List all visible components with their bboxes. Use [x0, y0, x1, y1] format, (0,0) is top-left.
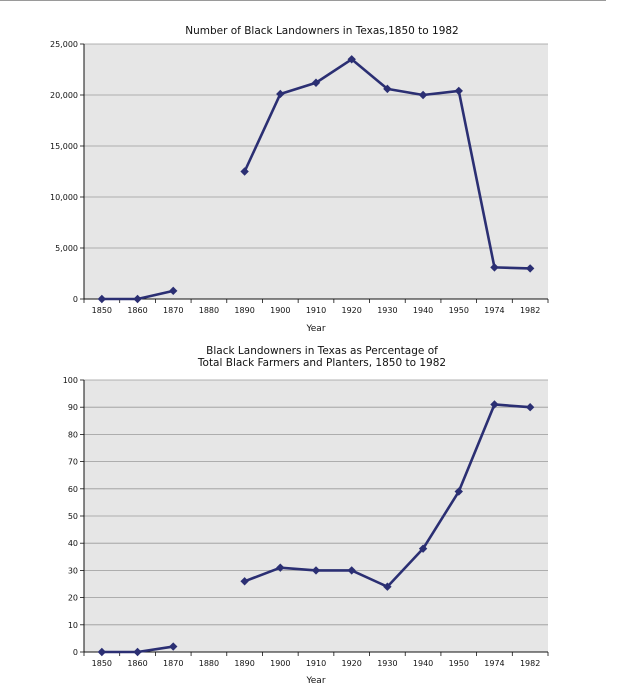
- chart-1-y-tick-label: 15,000: [50, 142, 78, 151]
- chart-1-point-1982: [525, 264, 535, 273]
- chart-2-x-tick-label: 1974: [484, 659, 504, 668]
- chart-1-y-tick-label: 10,000: [50, 193, 78, 202]
- chart-2-y-tick-label: 100: [63, 376, 78, 385]
- top-rule: [0, 0, 606, 1]
- chart-1-x-tick-label: 1982: [520, 306, 540, 315]
- chart-2-point-1870: [169, 642, 178, 651]
- chart-1-x-tick-label: 1870: [163, 306, 183, 315]
- chart-2-y-tick-label: 80: [68, 430, 78, 439]
- chart-1-x-tick-label: 1950: [449, 306, 469, 315]
- chart-2-y-tick-label: 40: [68, 539, 78, 548]
- chart-1-x-tick-label: 1850: [92, 306, 112, 315]
- chart-1-x-tick-label: 1910: [306, 306, 326, 315]
- chart-2-x-tick-label: 1900: [270, 659, 290, 668]
- chart-1-point-1930: [383, 84, 392, 94]
- chart-2-title-line-2: Total Black Farmers and Planters, 1850 t…: [197, 357, 446, 369]
- chart-2-x-tick-label: 1950: [449, 659, 469, 668]
- chart-1-point-1940: [418, 90, 428, 100]
- chart-2-point-1974: [490, 400, 499, 409]
- chart-2-x-tick-label: 1870: [163, 659, 183, 668]
- chart-1-point-1850: [97, 294, 107, 304]
- chart-2-x-axis-title: Year: [305, 676, 325, 686]
- chart-1-x-tick-label: 1920: [342, 306, 362, 315]
- chart-2-x-tick-label: 1930: [377, 659, 397, 668]
- chart-1-point-1910: [311, 78, 321, 87]
- chart-1-point-1974: [490, 263, 499, 272]
- chart-1-x-tick-label: 1930: [377, 306, 397, 315]
- chart-1-x-tick-label: 1900: [270, 306, 290, 315]
- chart-1-y-tick-label: 5,000: [55, 244, 78, 253]
- chart-1-x-axis-title: Year: [305, 324, 325, 334]
- chart-1-y-tick-label: 0: [73, 295, 78, 304]
- chart-2-point-1910: [311, 566, 321, 575]
- chart-2-x-tick-label: 1880: [199, 659, 219, 668]
- chart-1-x-tick-label: 1860: [127, 306, 147, 315]
- chart-2-y-tick-label: 10: [68, 621, 78, 630]
- chart-2-point-1860: [133, 647, 142, 657]
- chart-2-point-1950: [454, 487, 463, 496]
- chart-1-x-tick-label: 1974: [484, 306, 504, 315]
- chart-2-x-tick-label: 1910: [306, 659, 326, 668]
- chart-2-y-tick-label: 60: [68, 485, 78, 494]
- chart-2-x-tick-label: 1890: [234, 659, 254, 668]
- chart-2-point-1930: [383, 582, 392, 591]
- chart-2-y-tick-label: 0: [73, 648, 78, 657]
- chart-2-y-tick-label: 30: [68, 566, 78, 575]
- chart-2-point-1982: [525, 403, 535, 412]
- chart-1-point-1890: [240, 167, 249, 176]
- chart-1-point-1900: [276, 89, 285, 99]
- chart-2-x-tick-label: 1850: [92, 659, 112, 668]
- chart-2-point-1900: [276, 563, 285, 572]
- chart-2-y-tick-label: 20: [68, 594, 78, 603]
- chart-2-y-tick-label: 70: [68, 458, 78, 467]
- chart-1-x-tick-label: 1890: [234, 306, 254, 315]
- chart-2-x-tick-label: 1940: [413, 659, 433, 668]
- chart-2-point-1920: [347, 566, 356, 575]
- chart-2-y-tick-label: 90: [68, 403, 78, 412]
- chart-1-x-tick-label: 1940: [413, 306, 433, 315]
- chart-2-point-1940: [418, 544, 428, 553]
- chart-1-x-tick-label: 1880: [199, 306, 219, 315]
- chart-2-x-tick-label: 1920: [342, 659, 362, 668]
- chart-2-point-1890: [240, 577, 249, 586]
- chart-1-y-tick-label: 20,000: [50, 91, 78, 100]
- chart-1-point-1920: [347, 55, 356, 64]
- chart-1-point-1950: [454, 86, 463, 96]
- chart-1-point-1870: [169, 286, 178, 296]
- chart-2-x-tick-label: 1982: [520, 659, 540, 668]
- chart-2-point-1850: [97, 647, 107, 657]
- chart-1-y-tick-label: 25,000: [50, 40, 78, 49]
- chart-1-point-1860: [133, 294, 142, 304]
- chart-2-title-line-1: Black Landowners in Texas as Percentage …: [206, 345, 438, 357]
- chart-2-y-tick-label: 50: [68, 512, 78, 521]
- chart-2-x-tick-label: 1860: [127, 659, 147, 668]
- chart-1-title-line-1: Number of Black Landowners in Texas,1850…: [185, 25, 459, 37]
